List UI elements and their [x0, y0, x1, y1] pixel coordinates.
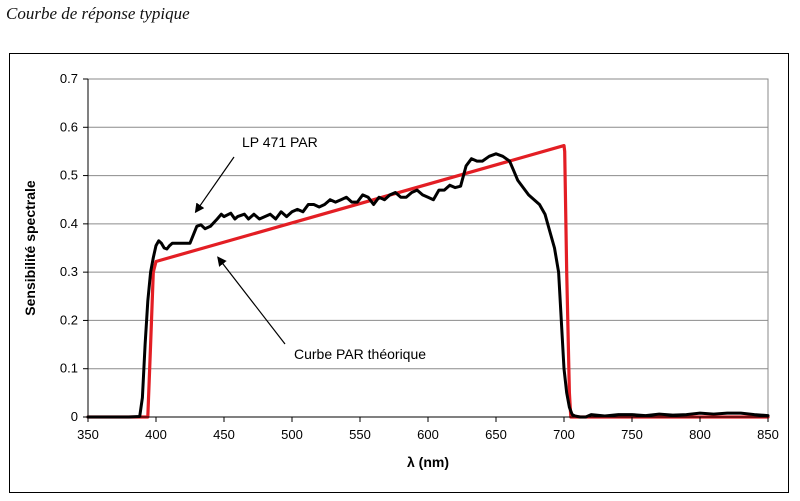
series-layer — [86, 144, 770, 419]
series-line-par-theorique — [86, 144, 770, 419]
x-tick-label: 450 — [213, 427, 235, 442]
y-tick-label: 0.7 — [60, 71, 78, 86]
annotations: LP 471 PAR Curbe PAR théorique — [194, 134, 426, 362]
y-tick-label: 0.3 — [60, 264, 78, 279]
annotation-arrow-par-theorique — [217, 256, 286, 345]
x-tick-label: 500 — [281, 427, 303, 442]
y-tick-label: 0.5 — [60, 168, 78, 183]
annotation-arrow-lp471 — [194, 156, 235, 214]
x-tick-label: 600 — [417, 427, 439, 442]
y-tick-label: 0 — [71, 409, 78, 424]
plot-area — [87, 78, 769, 418]
x-tick-label: 800 — [689, 427, 711, 442]
x-tick-label: 550 — [349, 427, 371, 442]
y-tick-label: 0.2 — [60, 312, 78, 327]
annotation-label-par-theorique: Curbe PAR théorique — [294, 346, 426, 362]
x-tick-label: 400 — [145, 427, 167, 442]
y-tick-label: 0.4 — [60, 216, 78, 231]
spectral-response-chart: 0 0.1 0.2 0.3 0.4 0.5 0.6 0.7 350 400 450 500 550 600… — [22, 71, 779, 470]
y-tick-label: 0.6 — [60, 119, 78, 134]
gridlines — [88, 78, 768, 370]
x-tick-label: 850 — [757, 427, 779, 442]
y-tick-label: 0.1 — [60, 361, 78, 376]
y-axis-title: Sensibilité spectrale — [22, 180, 38, 316]
series-line-lp471-par — [86, 152, 770, 419]
x-tick-label: 700 — [553, 427, 575, 442]
chart-caption: Courbe de réponse typique — [6, 4, 190, 23]
x-tick-label: 350 — [77, 427, 99, 442]
annotation-label-lp471: LP 471 PAR — [242, 134, 318, 150]
x-tick-label: 750 — [621, 427, 643, 442]
chart-frame: 0 0.1 0.2 0.3 0.4 0.5 0.6 0.7 350 400 450 500 550 600… — [9, 53, 789, 493]
x-tick-label: 650 — [485, 427, 507, 442]
axes: 0 0.1 0.2 0.3 0.4 0.5 0.6 0.7 350 400 450 500 550 600… — [60, 71, 779, 442]
x-axis-title: λ (nm) — [407, 454, 449, 470]
